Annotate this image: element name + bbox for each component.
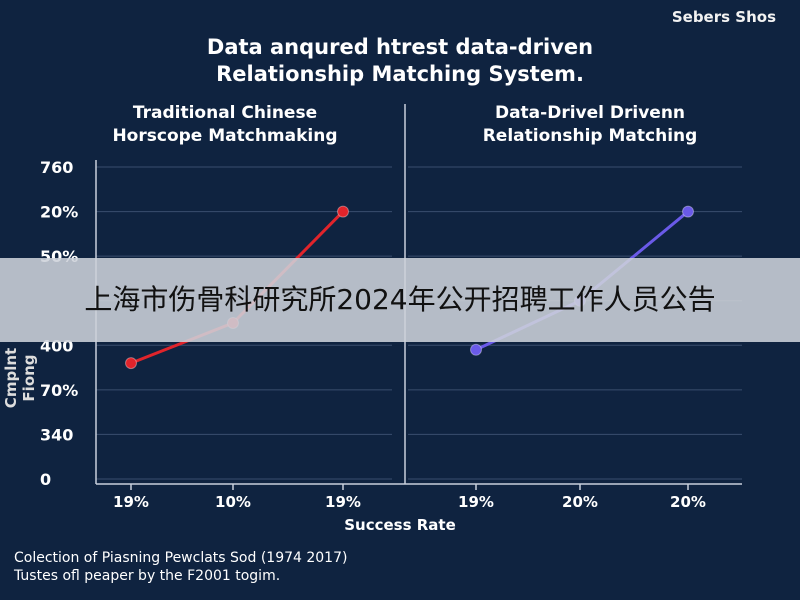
data-point bbox=[470, 343, 482, 356]
right-panel-title: Data-Drivel Drivenn Relationship Matchin… bbox=[425, 102, 755, 148]
x-tick-labels: 19% 10% 19% 19% 20% 20% bbox=[113, 493, 706, 511]
chart-title-line-1: Data anqured htrest data-driven bbox=[206, 35, 594, 59]
data-point bbox=[682, 205, 694, 218]
chart-title: Data anqured htrest data-driven Relation… bbox=[0, 34, 800, 88]
data-point bbox=[337, 205, 349, 218]
x-tick-label: 20% bbox=[670, 493, 706, 511]
right-panel-title-line-1: Data-Drivel Drivenn bbox=[494, 103, 686, 123]
announcement-banner-text: 上海市伤骨科研究所2024年公开招聘工作人员公告 bbox=[84, 283, 716, 316]
x-tick-label: 19% bbox=[113, 493, 149, 511]
y-tick-label: 0 bbox=[40, 470, 51, 489]
source-note: Colection of Piasning Pewclats Sod (1974… bbox=[14, 549, 347, 585]
y-tick-label: 340 bbox=[40, 425, 73, 444]
left-panel-title-line-1: Traditional Chinese bbox=[132, 103, 318, 123]
brand-name: Sebers Shos bbox=[671, 8, 776, 26]
y-axis-label: Cmplnt Fiong bbox=[2, 347, 38, 409]
y-tick-label: 70% bbox=[40, 381, 78, 400]
announcement-banner bbox=[0, 258, 800, 342]
source-note-line-1: Colection of Piasning Pewclats Sod (1974… bbox=[14, 550, 348, 566]
y-tick-label: 20% bbox=[40, 203, 78, 222]
x-tick-label: 20% bbox=[562, 493, 598, 511]
data-point bbox=[125, 357, 137, 370]
x-axis-label: Success Rate bbox=[344, 516, 456, 534]
source-note-line-2: Tustes ofl peaper by the F2001 togim. bbox=[14, 568, 281, 584]
right-panel-title-line-2: Relationship Matching bbox=[482, 126, 698, 146]
x-tick-label: 19% bbox=[325, 493, 361, 511]
left-panel-title: Traditional Chinese Horscope Matchmaking bbox=[60, 102, 390, 148]
chart-title-line-2: Relationship Matching System. bbox=[216, 62, 584, 86]
x-tick-label: 19% bbox=[458, 493, 494, 511]
y-tick-label: 760 bbox=[40, 158, 73, 177]
x-tick-label: 10% bbox=[215, 493, 251, 511]
left-panel-title-line-2: Horscope Matchmaking bbox=[112, 126, 338, 146]
